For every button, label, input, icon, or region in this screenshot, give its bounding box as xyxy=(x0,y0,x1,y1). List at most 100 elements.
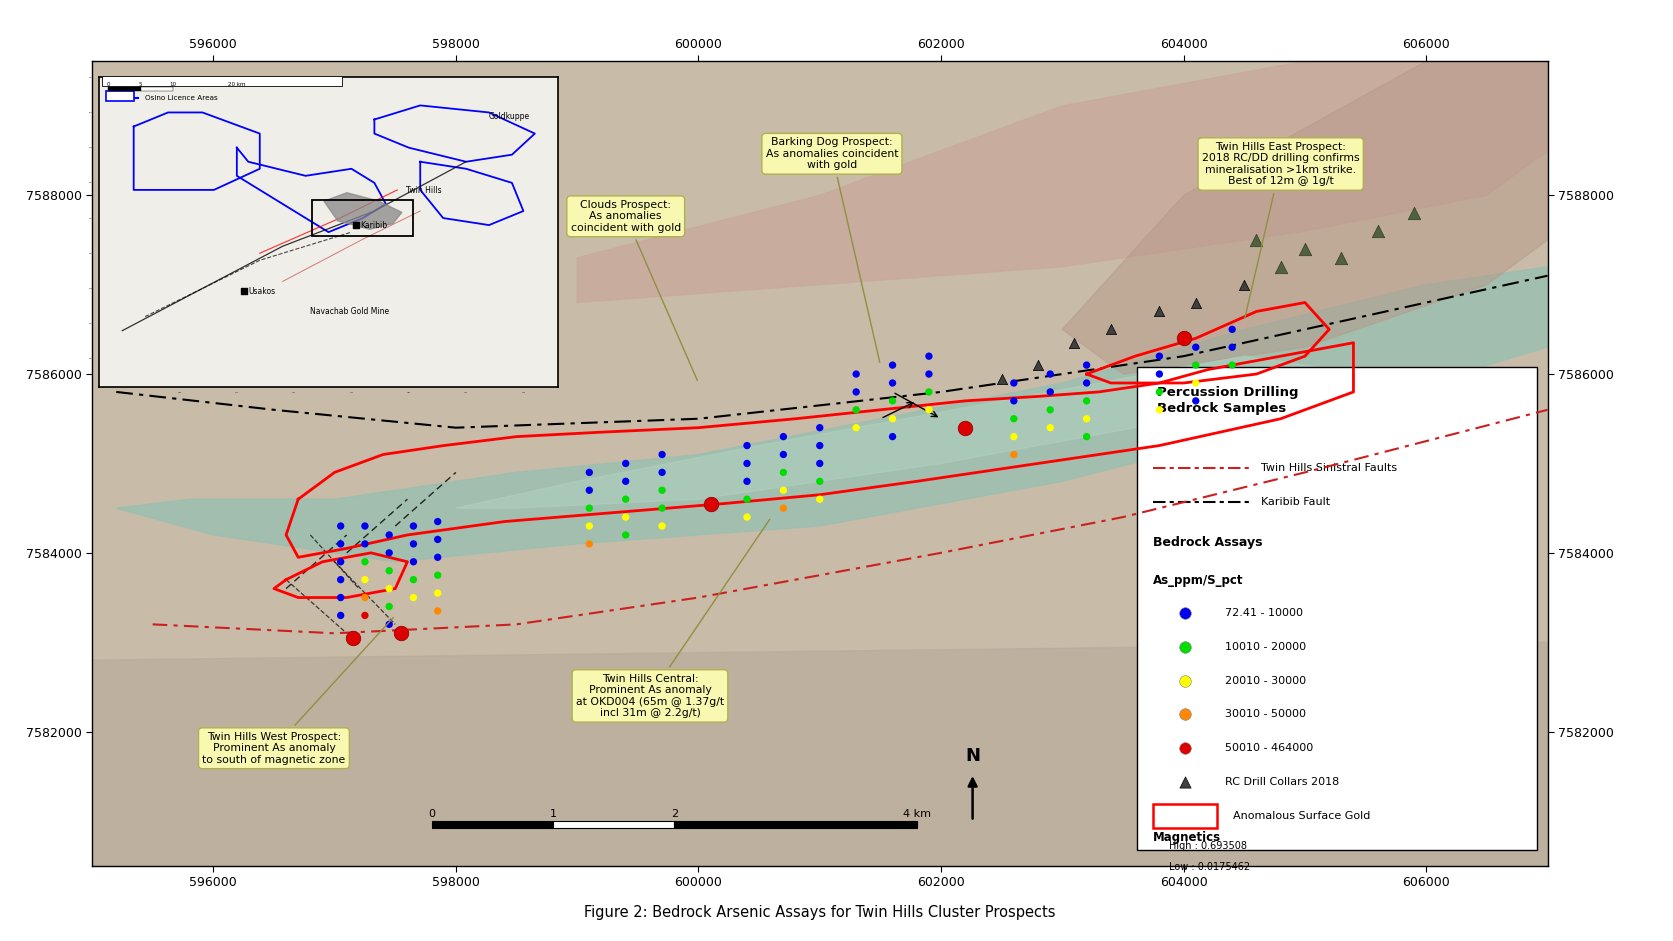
Point xyxy=(376,527,403,542)
Point xyxy=(880,411,907,426)
Point xyxy=(1328,250,1355,265)
Bar xyxy=(674,821,917,828)
Point xyxy=(649,501,676,516)
Point xyxy=(880,393,907,408)
Point xyxy=(576,483,602,498)
Point xyxy=(880,375,907,391)
Point xyxy=(1220,322,1246,337)
Text: 1: 1 xyxy=(549,809,557,820)
Point xyxy=(328,590,355,605)
Point xyxy=(1183,393,1210,408)
Point xyxy=(328,536,355,551)
Point xyxy=(612,527,639,542)
Polygon shape xyxy=(117,266,1548,562)
Point xyxy=(1146,304,1173,319)
Point xyxy=(1146,348,1173,363)
Point xyxy=(770,501,796,516)
Point xyxy=(351,554,378,569)
Point xyxy=(1037,402,1064,417)
Point xyxy=(915,366,942,381)
Point xyxy=(376,581,403,596)
Point xyxy=(1183,358,1210,373)
Point xyxy=(1074,393,1101,408)
Text: Twin Hills West Prospect:
Prominent As anomaly
to south of magnetic zone: Twin Hills West Prospect: Prominent As a… xyxy=(202,617,393,765)
Point xyxy=(915,402,942,417)
Point xyxy=(425,567,452,582)
Point xyxy=(1074,375,1101,391)
Point xyxy=(340,630,366,646)
Point xyxy=(612,455,639,470)
Point xyxy=(1183,375,1210,391)
Point xyxy=(1400,205,1427,220)
Point xyxy=(1097,322,1124,337)
Point xyxy=(1171,330,1198,345)
Point xyxy=(734,438,761,453)
Text: N: N xyxy=(965,747,980,765)
Point xyxy=(1146,402,1173,417)
Point xyxy=(328,572,355,587)
Text: 2: 2 xyxy=(671,809,678,820)
Point xyxy=(843,366,870,381)
Point xyxy=(1000,411,1027,426)
Text: Twin Hills Central:
Prominent As anomaly
at OKD004 (65m @ 1.37g/t
incl 31m @ 2.2: Twin Hills Central: Prominent As anomaly… xyxy=(576,519,770,718)
Point xyxy=(952,420,979,435)
Point xyxy=(1000,393,1027,408)
Point xyxy=(425,603,452,618)
Point xyxy=(698,496,724,511)
Point xyxy=(649,483,676,498)
Point xyxy=(376,545,403,560)
Point xyxy=(388,626,415,641)
Point xyxy=(1000,375,1027,391)
Point xyxy=(1037,366,1064,381)
Point xyxy=(400,554,427,569)
Point xyxy=(328,608,355,623)
Point xyxy=(400,590,427,605)
Point xyxy=(1220,358,1246,373)
Polygon shape xyxy=(92,642,1548,866)
Point xyxy=(612,509,639,524)
Text: 0: 0 xyxy=(428,809,435,820)
Point xyxy=(425,514,452,529)
Text: Twin Hills East Prospect:
2018 RC/DD drilling confirms
mineralisation >1km strik: Twin Hills East Prospect: 2018 RC/DD dri… xyxy=(1201,141,1360,318)
Point xyxy=(1220,340,1246,355)
Point xyxy=(425,585,452,600)
Point xyxy=(1183,295,1210,310)
Point xyxy=(806,473,833,488)
Point xyxy=(612,491,639,506)
Point xyxy=(400,572,427,587)
Point xyxy=(915,384,942,399)
Point xyxy=(1074,411,1101,426)
Polygon shape xyxy=(1062,61,1548,374)
Point xyxy=(351,536,378,551)
Point xyxy=(698,496,724,511)
Point xyxy=(351,518,378,534)
Point xyxy=(376,616,403,631)
Point xyxy=(576,536,602,551)
Point xyxy=(843,420,870,435)
Point xyxy=(425,532,452,547)
Point xyxy=(400,536,427,551)
Text: Figure 2: Bedrock Arsenic Assays for Twin Hills Cluster Prospects: Figure 2: Bedrock Arsenic Assays for Twi… xyxy=(584,905,1056,920)
Point xyxy=(1231,277,1258,292)
Point xyxy=(1243,232,1270,247)
Point xyxy=(1037,420,1064,435)
Point xyxy=(1037,384,1064,399)
Point xyxy=(1146,366,1173,381)
Point xyxy=(351,590,378,605)
Point xyxy=(576,518,602,534)
Point xyxy=(1146,384,1173,399)
Point xyxy=(649,447,676,462)
Point xyxy=(351,608,378,623)
Point xyxy=(915,348,942,363)
Point xyxy=(734,509,761,524)
Point xyxy=(806,455,833,470)
Point xyxy=(328,518,355,534)
Point xyxy=(1074,429,1101,444)
Point xyxy=(843,384,870,399)
Point xyxy=(576,465,602,480)
Point xyxy=(770,447,796,462)
Point xyxy=(1074,358,1101,373)
Point xyxy=(612,473,639,488)
Point xyxy=(770,429,796,444)
Point xyxy=(1000,447,1027,462)
